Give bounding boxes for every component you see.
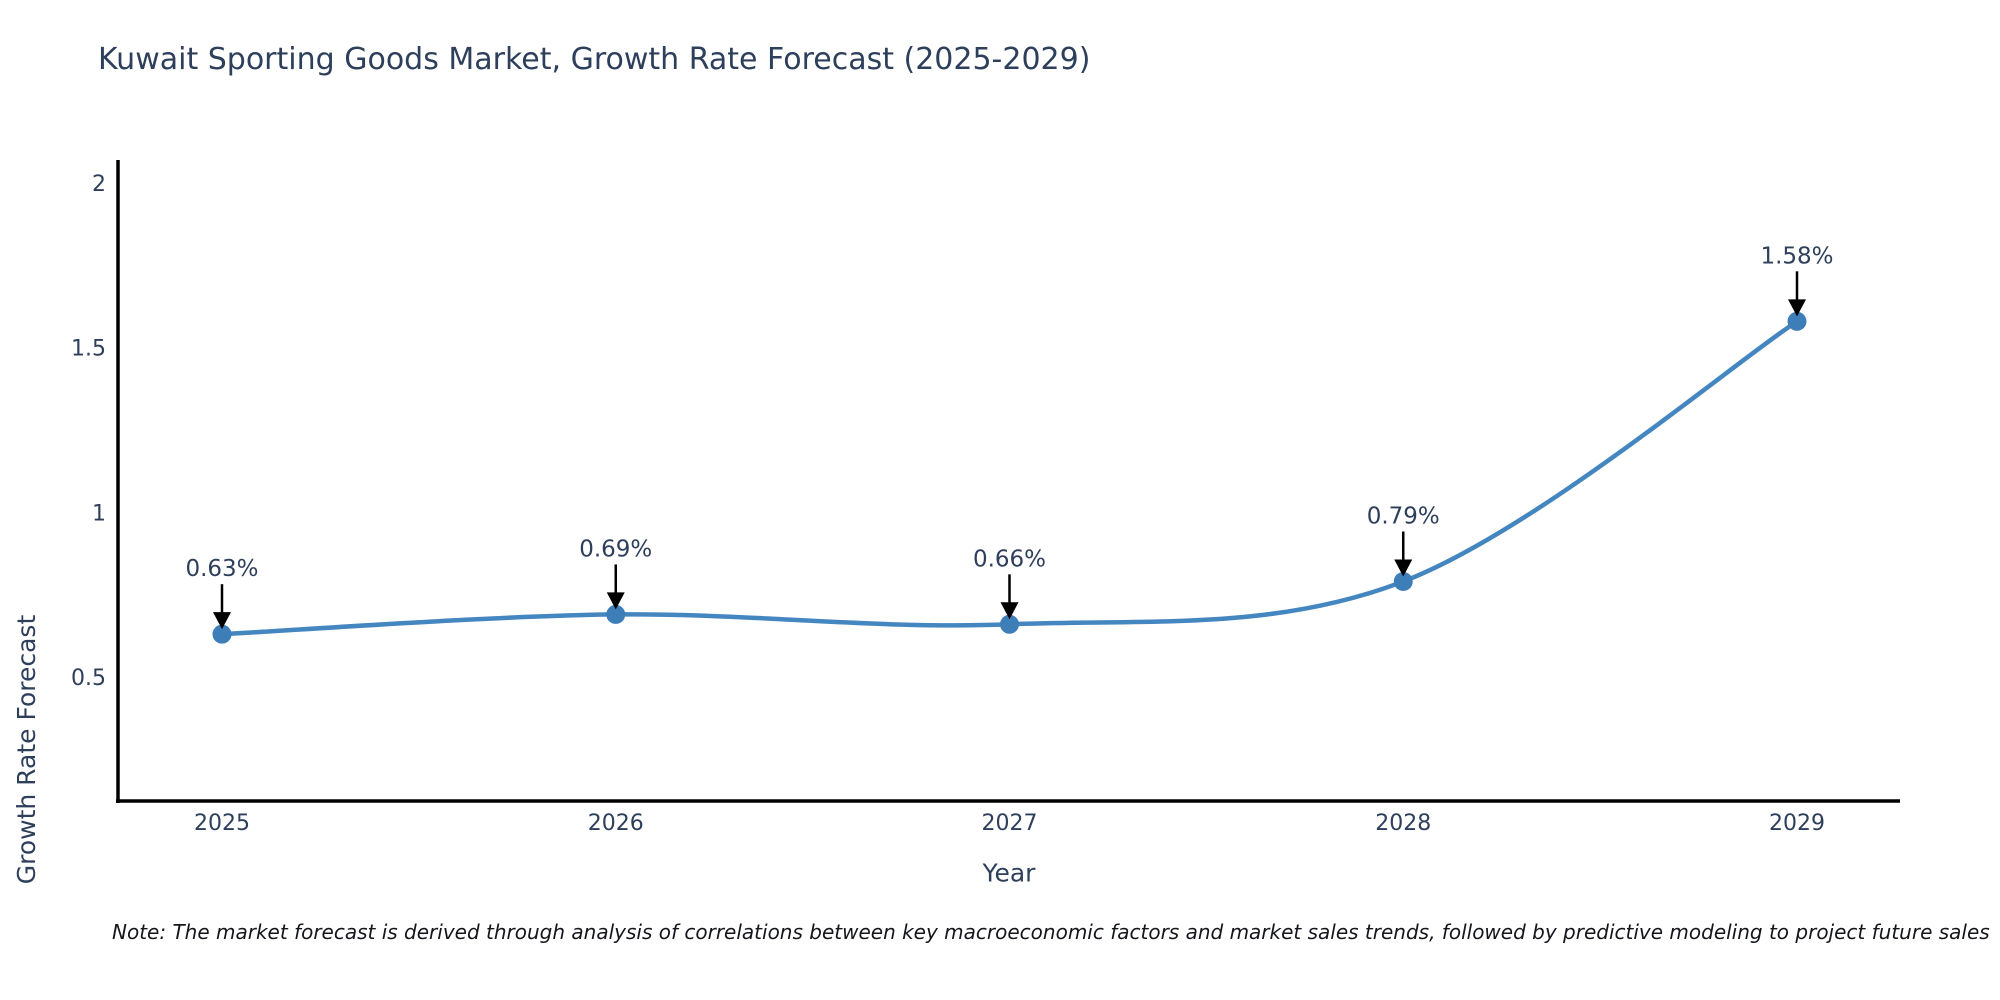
- data-point-marker: [1393, 571, 1413, 591]
- data-point-marker: [212, 624, 232, 644]
- point-value-label: 0.63%: [185, 556, 258, 582]
- annotation-arrow-head: [1000, 602, 1019, 620]
- annotation-arrow-head: [1788, 299, 1806, 317]
- point-value-label: 1.58%: [1760, 243, 1833, 269]
- annotation-arrow-head: [1394, 559, 1413, 577]
- point-value-label: 0.79%: [1367, 503, 1440, 529]
- x-tick-label: 2026: [588, 811, 644, 836]
- x-tick-label: 2028: [1375, 811, 1431, 836]
- point-value-label: 0.69%: [579, 536, 652, 562]
- y-tick-label: 2: [92, 172, 106, 197]
- forecast-line: [219, 319, 1800, 637]
- data-point-marker: [1000, 614, 1019, 634]
- annotation-arrow-head: [213, 612, 231, 630]
- y-tick-label: 0.5: [71, 666, 106, 691]
- data-point-marker: [1787, 311, 1807, 331]
- point-value-label: 0.66%: [973, 546, 1046, 572]
- x-tick-label: 2029: [1769, 811, 1825, 836]
- x-tick-label: 2027: [982, 811, 1038, 836]
- footnote: Note: The market forecast is derived thr…: [112, 920, 1990, 944]
- chart-title: Kuwait Sporting Goods Market, Growth Rat…: [98, 42, 1091, 77]
- data-point-marker: [606, 604, 626, 624]
- x-tick-label: 2025: [194, 811, 250, 836]
- y-tick-label: 1: [92, 501, 106, 526]
- y-tick-label: 1.5: [71, 337, 106, 362]
- x-axis-label: Year: [982, 858, 1036, 888]
- annotation-arrow-head: [606, 592, 625, 610]
